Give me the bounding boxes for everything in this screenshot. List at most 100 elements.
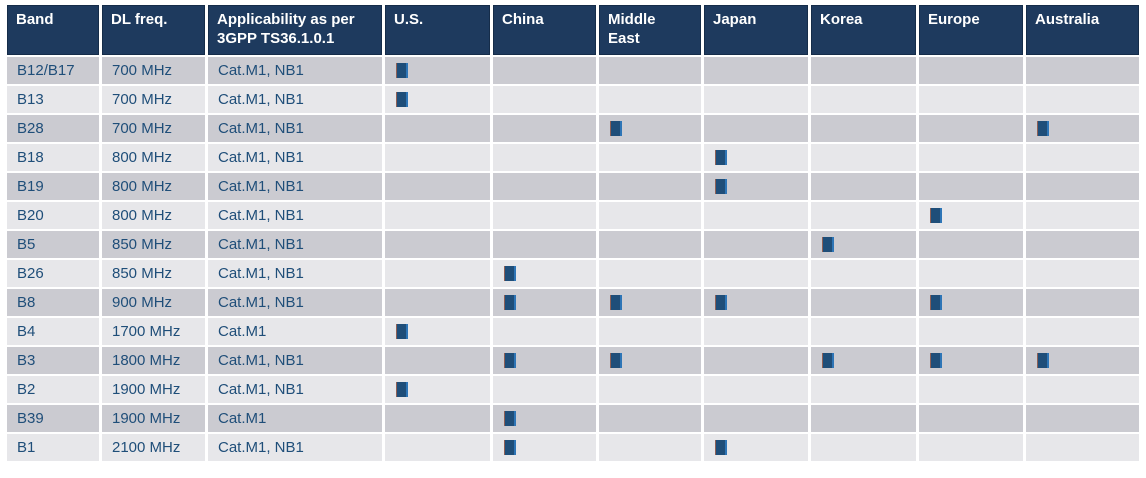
region-cell-europe — [919, 202, 1023, 229]
column-header-label: DL freq. — [111, 11, 168, 28]
column-header-applicability: Applicability as per 3GPP TS36.1.0.1 — [208, 5, 382, 55]
band-cell: B39 — [7, 405, 99, 432]
freq-cell: 800 MHz — [102, 202, 205, 229]
band-cell: B26 — [7, 260, 99, 287]
filled-square-icon — [1037, 120, 1049, 136]
column-header-band: Band — [7, 5, 99, 55]
region-cell-middle_east — [599, 173, 701, 200]
region-cell-europe — [919, 86, 1023, 113]
filled-square-icon — [822, 236, 834, 252]
region-cell-china — [493, 115, 596, 142]
region-cell-middle_east — [599, 57, 701, 84]
region-cell-us — [385, 57, 490, 84]
region-cell-europe — [919, 318, 1023, 345]
filled-square-icon — [504, 439, 516, 455]
region-cell-europe — [919, 260, 1023, 287]
region-cell-korea — [811, 260, 916, 287]
filled-square-icon — [504, 352, 516, 368]
region-cell-middle_east — [599, 144, 701, 171]
region-cell-china — [493, 318, 596, 345]
region-cell-korea — [811, 144, 916, 171]
filled-square-icon — [396, 323, 408, 339]
region-cell-korea — [811, 289, 916, 316]
region-cell-china — [493, 144, 596, 171]
region-cell-us — [385, 86, 490, 113]
applicability-cell: Cat.M1, NB1 — [208, 289, 382, 316]
table-row: B19 800 MHz Cat.M1, NB1 — [7, 173, 1139, 200]
region-cell-korea — [811, 347, 916, 374]
region-cell-korea — [811, 376, 916, 403]
region-cell-europe — [919, 144, 1023, 171]
region-cell-japan — [704, 376, 808, 403]
region-cell-china — [493, 347, 596, 374]
freq-cell: 1900 MHz — [102, 405, 205, 432]
region-cell-europe — [919, 405, 1023, 432]
region-cell-korea — [811, 115, 916, 142]
freq-cell: 900 MHz — [102, 289, 205, 316]
region-cell-china — [493, 202, 596, 229]
region-cell-china — [493, 57, 596, 84]
column-header-label: Applicability as per 3GPP TS36.1.0.1 — [217, 11, 355, 47]
column-header-label: China — [502, 11, 544, 28]
table-header: Band DL freq. Applicability as per 3GPP TS… — [7, 5, 1139, 55]
region-cell-australia — [1026, 260, 1139, 287]
region-cell-middle_east — [599, 376, 701, 403]
filled-square-icon — [504, 265, 516, 281]
freq-cell: 1900 MHz — [102, 376, 205, 403]
table-row: B5 850 MHz Cat.M1, NB1 — [7, 231, 1139, 258]
region-cell-europe — [919, 173, 1023, 200]
region-cell-australia — [1026, 231, 1139, 258]
region-cell-australia — [1026, 57, 1139, 84]
region-cell-japan — [704, 318, 808, 345]
region-cell-europe — [919, 347, 1023, 374]
freq-cell: 800 MHz — [102, 144, 205, 171]
freq-cell: 850 MHz — [102, 260, 205, 287]
region-cell-europe — [919, 231, 1023, 258]
region-cell-japan — [704, 144, 808, 171]
region-cell-us — [385, 289, 490, 316]
region-cell-us — [385, 405, 490, 432]
freq-cell: 700 MHz — [102, 57, 205, 84]
region-cell-china — [493, 231, 596, 258]
filled-square-icon — [610, 352, 622, 368]
region-cell-australia — [1026, 376, 1139, 403]
region-cell-korea — [811, 405, 916, 432]
table-row: B3 1800 MHz Cat.M1, NB1 — [7, 347, 1139, 374]
region-cell-us — [385, 202, 490, 229]
region-cell-middle_east — [599, 260, 701, 287]
column-header-korea: Korea — [811, 5, 916, 55]
region-cell-japan — [704, 289, 808, 316]
region-cell-europe — [919, 434, 1023, 461]
table-row: B8 900 MHz Cat.M1, NB1 — [7, 289, 1139, 316]
region-cell-japan — [704, 405, 808, 432]
table-row: B20 800 MHz Cat.M1, NB1 — [7, 202, 1139, 229]
band-cell: B4 — [7, 318, 99, 345]
band-cell: B3 — [7, 347, 99, 374]
column-header-label: Band — [16, 11, 54, 28]
region-cell-middle_east — [599, 318, 701, 345]
region-cell-middle_east — [599, 434, 701, 461]
band-cell: B18 — [7, 144, 99, 171]
filled-square-icon — [930, 352, 942, 368]
region-cell-europe — [919, 115, 1023, 142]
column-header-freq: DL freq. — [102, 5, 205, 55]
band-cell: B20 — [7, 202, 99, 229]
filled-square-icon — [715, 439, 727, 455]
applicability-cell: Cat.M1, NB1 — [208, 173, 382, 200]
band-cell: B28 — [7, 115, 99, 142]
region-cell-china — [493, 405, 596, 432]
freq-cell: 2100 MHz — [102, 434, 205, 461]
band-cell: B19 — [7, 173, 99, 200]
region-cell-korea — [811, 173, 916, 200]
region-cell-korea — [811, 86, 916, 113]
column-header-us: U.S. — [385, 5, 490, 55]
table-row: B2 1900 MHz Cat.M1, NB1 — [7, 376, 1139, 403]
region-cell-australia — [1026, 318, 1139, 345]
region-cell-australia — [1026, 144, 1139, 171]
applicability-cell: Cat.M1, NB1 — [208, 57, 382, 84]
column-header-china: China — [493, 5, 596, 55]
region-cell-australia — [1026, 202, 1139, 229]
applicability-cell: Cat.M1, NB1 — [208, 115, 382, 142]
table-row: B26 850 MHz Cat.M1, NB1 — [7, 260, 1139, 287]
table-row: B1 2100 MHz Cat.M1, NB1 — [7, 434, 1139, 461]
